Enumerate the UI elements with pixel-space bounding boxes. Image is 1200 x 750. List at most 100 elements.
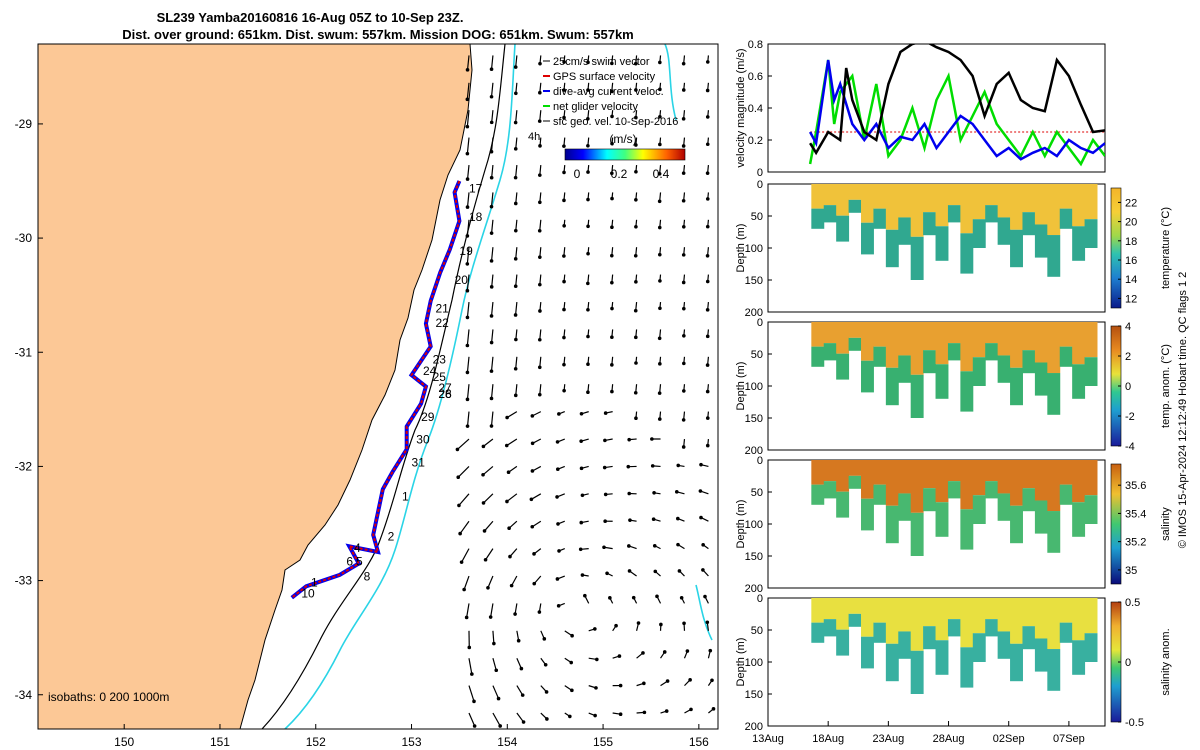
section-cell-upper xyxy=(1010,598,1023,644)
velocity-arrow-head xyxy=(466,177,470,181)
velocity-arrow-head xyxy=(593,627,597,631)
section-cell-upper xyxy=(861,184,874,223)
section-cell-upper xyxy=(1072,184,1085,226)
velocity-arrow-head xyxy=(682,253,686,257)
velocity-arrow-head xyxy=(706,60,710,64)
velocity-arrow-head xyxy=(701,543,705,547)
section-cell-lower xyxy=(911,375,924,418)
velocity-arrow-head xyxy=(608,596,612,600)
velocity-arrow-head xyxy=(586,335,590,339)
section-y-tick-label: 50 xyxy=(751,487,763,499)
velocity-arrow-head xyxy=(586,282,590,286)
velocity-arrow-head xyxy=(610,225,614,229)
velocity-arrow-head xyxy=(531,469,535,473)
velocity-arrow-head xyxy=(634,309,638,313)
velocity-arrow-head xyxy=(538,393,542,397)
section-cell-upper xyxy=(886,460,899,506)
section-cell-lower xyxy=(1010,368,1023,405)
section-cell-lower xyxy=(936,226,949,261)
velocity-arrow-head xyxy=(514,147,518,151)
section-cell-upper xyxy=(948,322,961,343)
velocity-arrow-head xyxy=(634,225,638,229)
section-cell-lower xyxy=(948,619,961,636)
velocity-arrow-head xyxy=(634,361,638,365)
section-cell-lower xyxy=(911,513,924,556)
section-panels: 121416182022temperature (°C)050100150200… xyxy=(735,179,1172,733)
section-cell-lower xyxy=(873,209,886,229)
velocity-arrow-head xyxy=(538,62,542,66)
section-panel: -4 -2 0 2 4 temp. anom. (°C) 0 50 100 150 200 Depth… xyxy=(735,317,1172,457)
section-cell-lower xyxy=(985,343,998,360)
velocity-arrow-head xyxy=(663,650,667,654)
velocity-arrow-head xyxy=(466,125,470,129)
section-cell-lower xyxy=(824,205,837,222)
colorbar-tick-label: 22 xyxy=(1125,197,1137,209)
velocity-arrow-head xyxy=(586,170,590,174)
section-cell-upper xyxy=(1047,460,1060,511)
velocity-arrow-head xyxy=(490,285,494,289)
section-cell-lower xyxy=(973,219,986,248)
section-cell-upper xyxy=(973,322,986,357)
velocity-arrow-head xyxy=(594,686,598,690)
velocity-arrow-head xyxy=(658,143,662,147)
velocity-arrow-head xyxy=(706,225,710,229)
velocity-arrow-head xyxy=(701,568,705,572)
day-label: 29 xyxy=(421,410,435,424)
section-cell-lower xyxy=(936,364,949,399)
velocity-arrow-head xyxy=(706,89,710,93)
section-cell-lower xyxy=(861,499,874,531)
section-cell-upper xyxy=(936,184,949,226)
velocity-arrow-head xyxy=(556,440,560,444)
velocity-arrow-head xyxy=(682,445,686,449)
section-cell-lower xyxy=(936,502,949,537)
section-cell-lower xyxy=(861,637,874,669)
velocity-arrow-head xyxy=(473,724,477,728)
colorbar-tick-label: 0 xyxy=(1125,381,1131,393)
section-y-tick-label: 100 xyxy=(745,519,763,531)
velocity-arrow-head xyxy=(538,309,542,313)
velocity-arrow-head xyxy=(490,341,494,345)
velocity-arrow-head xyxy=(651,464,655,468)
day-label: 6 xyxy=(346,555,353,569)
map-panel: 1718192021222324252726282930311246 58110 … xyxy=(15,44,718,749)
section-cell-lower xyxy=(960,647,973,687)
day-label: 31 xyxy=(412,455,426,469)
section-cell-upper xyxy=(923,184,936,212)
colorbar-tick-label: 0 xyxy=(1125,657,1131,669)
section-cell-upper xyxy=(1010,184,1023,230)
section-cell-lower xyxy=(811,209,824,229)
velocity-arrow-head xyxy=(472,700,476,704)
velocity-arrow-head xyxy=(653,570,657,574)
section-cell-lower xyxy=(849,476,862,489)
velocity-arrow-head xyxy=(467,646,471,650)
section-cell-lower xyxy=(811,485,824,505)
section-cell-lower xyxy=(948,343,961,360)
velocity-arrow-head xyxy=(642,682,646,686)
colorbar-tick-label: 35.6 xyxy=(1125,480,1146,492)
day-label: 5 xyxy=(356,555,363,569)
velocity-arrow-head xyxy=(482,501,486,505)
section-cell-upper xyxy=(923,322,936,350)
section-cell-upper xyxy=(1047,598,1060,649)
velocity-arrow-head xyxy=(580,412,584,416)
velocity-arrow-head xyxy=(457,504,461,508)
section-cell-upper xyxy=(1072,598,1085,640)
section-y-tick-label: 100 xyxy=(745,657,763,669)
velocity-arrow-head xyxy=(466,205,470,209)
velocity-arrow-head xyxy=(579,548,583,552)
velocity-arrow-head xyxy=(466,289,470,293)
section-cell-upper xyxy=(973,184,986,219)
velocity-arrow-head xyxy=(562,308,566,312)
map-colorbar xyxy=(565,149,685,160)
isobaths-label: isobaths: 0 200 1000m xyxy=(48,690,169,704)
time-series-panels: 00.20.40.60.8 velocity magnitude (m/s) 1… xyxy=(735,39,1172,745)
legend-gps-velocity: GPS surface velocity xyxy=(553,71,656,83)
velocity-arrow-head xyxy=(538,366,542,370)
time-x-tick-label: 28Aug xyxy=(933,733,965,745)
velocity-arrow-head xyxy=(514,313,518,317)
section-cell-lower xyxy=(811,347,824,367)
section-cell-upper xyxy=(960,460,973,509)
velocity-arrow-head xyxy=(634,198,638,202)
velocity-arrow-head xyxy=(586,144,590,148)
velocity-arrow-head xyxy=(545,690,549,694)
